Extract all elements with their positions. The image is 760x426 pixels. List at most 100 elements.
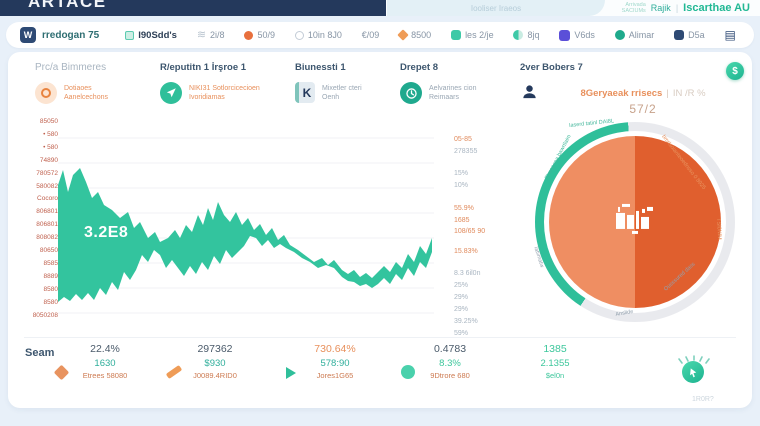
account-area[interactable]: Arrivada SACIUMs Rajik | Iscarthae AU	[622, 0, 750, 16]
k-badge-icon: K	[295, 82, 315, 103]
nav-item-7[interactable]: les 2/je	[451, 30, 494, 40]
cursor-click-icon	[682, 361, 704, 383]
area-band-chart: 3.2E8	[58, 120, 434, 335]
stat-card-5[interactable]: 2ver Bobers 7	[520, 62, 583, 106]
y-axis-label: 808082	[36, 234, 58, 242]
orange-dot-icon	[244, 30, 254, 40]
money-button[interactable]: $	[726, 62, 744, 80]
account-org: Iscarthae AU	[683, 2, 750, 14]
stat-secondary-value: 1630	[94, 358, 116, 369]
nav-brand[interactable]: W rredogan 75	[20, 27, 99, 43]
nav-item-1[interactable]: I90Sdd's	[125, 30, 177, 41]
chart-side-label: 25%	[454, 282, 469, 289]
nav-item-11[interactable]: D5a	[674, 30, 705, 40]
y-axis-label: • 580	[43, 143, 58, 151]
stat-card-3[interactable]: Biunessti 1 K Mixetler cteri Oenh	[295, 62, 362, 103]
stat-title: 2ver Bobers 7	[520, 62, 583, 73]
layers-icon: ▤	[724, 28, 736, 42]
bottom-stat-5: 1385 2.1355 $el0n	[500, 343, 610, 380]
nav-item-label: 10in 8J0	[307, 30, 342, 40]
y-axis-label: 8050208	[32, 311, 58, 319]
stat-lines: Dotiaoes Aanelcechons	[64, 85, 108, 101]
nav-item-8[interactable]: 8jq	[513, 30, 539, 40]
bottom-divider	[24, 337, 736, 338]
stat-caption: 9Dtrore 680	[430, 371, 470, 380]
sparkle-button[interactable]	[676, 352, 710, 384]
teal-half-icon	[513, 30, 524, 40]
y-axis-label: 580082	[36, 182, 58, 190]
stat-lines: NIKI31 Sotlorcicecioen Ivoridiamas	[189, 85, 260, 101]
nav-item-6[interactable]: 8500	[397, 29, 431, 41]
top-header: ARTACE Iooliser Iraeos Arrivada SACIUMs …	[0, 0, 760, 16]
diamond-icon	[53, 364, 70, 381]
nav-items: I90Sdd's ≋ 2i/8 50/9 10in 8J0 €/09 8500 les 2/j…	[125, 28, 740, 42]
nav-item-2[interactable]: ≋ 2i/8	[196, 28, 225, 41]
clock-icon	[400, 82, 422, 104]
purple-square-icon	[559, 29, 571, 41]
navy-square-icon	[674, 30, 685, 40]
teal-badge-icon	[451, 30, 462, 40]
y-axis-label: 85050	[39, 118, 58, 125]
nav-item-5[interactable]: €/09	[362, 30, 380, 40]
search-placeholder: Iooliser Iraeos	[470, 3, 522, 13]
coin-ring-icon	[35, 82, 57, 104]
stat-caption: Etrees 58080	[82, 371, 128, 380]
nav-item-label: I90Sdd's	[138, 29, 177, 41]
nav-item-9[interactable]: V6ds	[559, 29, 595, 41]
bottom-row-label: Seam	[25, 347, 55, 359]
nav-item-label: V6ds	[574, 30, 595, 40]
chart-side-label: 1685	[454, 217, 470, 224]
chart-side-label: 15%	[454, 170, 469, 177]
factory-icon	[612, 201, 658, 240]
search-input[interactable]: Iooliser Iraeos	[387, 0, 605, 16]
stat-card-2[interactable]: R/eputitn 1 İrşroe 1 NIKI31 Sotlorciceci…	[160, 62, 260, 104]
chart-side-label: 108/65 90	[454, 228, 486, 235]
donut-subvalue: 57/2	[629, 102, 657, 116]
stat-secondary-value: 8.3%	[439, 358, 461, 369]
brand-label: rredogan 75	[42, 29, 100, 41]
play-icon	[286, 365, 300, 379]
chart-side-label: 39.25%	[454, 318, 478, 325]
stat-value: 297362	[197, 343, 233, 355]
nav-item-3[interactable]: 50/9	[244, 30, 275, 40]
nav-item-10[interactable]: Alimar	[614, 30, 654, 40]
nav-item-4[interactable]: 10in 8J0	[294, 30, 342, 40]
stat-value: 0.4783	[433, 343, 467, 355]
bottom-stat-3: 730.64% 578:90 Jores1G65	[280, 343, 390, 380]
send-plane-icon	[160, 82, 182, 104]
chart-side-label: 8.3 6il0n	[454, 270, 481, 277]
ring-label: TSI0NIM	[715, 218, 723, 240]
bottom-stat-4: 0.4783 8.3% 9Dtrore 680	[395, 343, 505, 380]
stat-value: 22.4%	[90, 343, 120, 355]
chart-right-labels: 05-85 278355 15% 10% 55.9% 1685 108/65 90 15.83…	[448, 52, 508, 408]
nav-item-12[interactable]: ▤	[724, 28, 740, 42]
chart-side-label: 10%	[454, 182, 469, 189]
waves-icon: ≋	[196, 28, 207, 41]
nav-item-label: D5a	[688, 30, 705, 40]
brand-logo-icon: W	[20, 27, 36, 43]
stat-card-1[interactable]: Prc/a Bimmeres Dotiaoes Aanelcechons	[35, 62, 108, 104]
y-axis-label: 806801	[36, 221, 58, 229]
chart-side-label: 29%	[454, 306, 469, 313]
slash-icon	[165, 364, 183, 380]
stat-card-4[interactable]: Drepet 8 Aelvarines cion Reimaars	[400, 62, 476, 104]
nav-bar: W rredogan 75 I90Sdd's ≋ 2i/8 50/9 10in 8J0 €…	[6, 22, 754, 48]
y-axis-label: 806801	[36, 208, 58, 216]
y-axis-label: 8889	[43, 272, 58, 280]
bottom-stat-1: 22.4% 1630 Etrees 58080	[50, 343, 160, 381]
spark-rays-icon	[678, 355, 710, 364]
stat-lines: Mixetler cteri Oenh	[322, 84, 362, 101]
brand-bar: ARTACE	[0, 0, 386, 16]
y-axis-label: 8580	[43, 298, 58, 306]
stat-caption: Jores1G65	[316, 371, 354, 380]
stat-secondary-value: $930	[204, 358, 226, 369]
nav-item-label: €/09	[361, 30, 380, 40]
nav-item-label: 8jq	[527, 30, 540, 40]
y-axis-label: 780572	[36, 169, 58, 177]
stat-title: Biunessti 1	[295, 62, 346, 73]
y-axis-label: 80650	[39, 247, 58, 254]
stat-caption: J0089.4RID0	[193, 371, 237, 380]
chart-side-label: 55.9%	[454, 205, 474, 212]
stat-title: Drepet 8	[400, 62, 439, 73]
